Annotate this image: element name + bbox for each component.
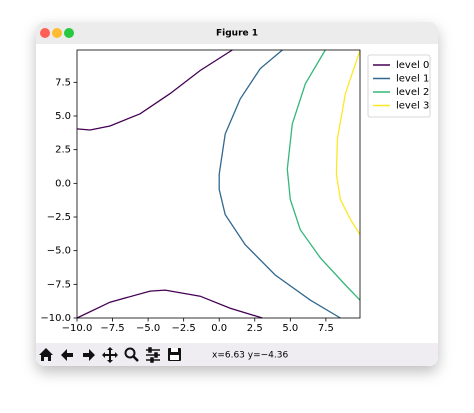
legend-label: level 1 — [396, 74, 429, 85]
zoom-tool-button[interactable] — [124, 347, 139, 362]
x-tick-label: −7.5 — [100, 323, 124, 334]
x-tick-label: 0.0 — [211, 323, 227, 334]
legend-label: level 0 — [396, 60, 429, 71]
y-tick-label: 2.5 — [55, 145, 71, 156]
x-tick-label: 2.5 — [247, 323, 263, 334]
x-tick-label: 5.0 — [282, 323, 298, 334]
save-button[interactable] — [168, 348, 181, 361]
y-tick-label: −10.0 — [40, 313, 71, 324]
y-tick-label: 5.0 — [55, 111, 71, 122]
y-tick-label: −7.5 — [47, 279, 71, 290]
y-tick-label: −2.5 — [47, 212, 71, 223]
y-tick-label: 7.5 — [55, 77, 71, 88]
cursor-status: x=6.63 y=−4.36 — [212, 351, 288, 361]
contour-line — [218, 49, 341, 319]
contour-line — [76, 49, 263, 319]
y-tick-label: −5.0 — [47, 246, 71, 257]
axes-frame — [76, 49, 361, 319]
back-button[interactable] — [61, 349, 73, 361]
x-tick-label: −5.0 — [136, 323, 160, 334]
x-tick-label: −10.0 — [62, 323, 93, 334]
x-tick-label: 7.5 — [318, 323, 334, 334]
toolbar-icons — [39, 347, 181, 363]
contour-line — [286, 49, 361, 301]
forward-button[interactable] — [83, 349, 95, 361]
window — [36, 22, 438, 366]
x-tick-label: −2.5 — [172, 323, 196, 334]
contour-line — [335, 50, 361, 235]
legend-label: level 3 — [396, 101, 429, 112]
legend-box — [367, 54, 431, 118]
minimize-button[interactable] — [52, 28, 62, 38]
zoom-button[interactable] — [64, 28, 74, 38]
y-tick-label: 0.0 — [55, 178, 71, 189]
configure-button[interactable] — [146, 347, 160, 363]
title-bar — [36, 22, 438, 44]
legend-label: level 2 — [396, 87, 429, 98]
pan-button[interactable] — [102, 347, 118, 363]
close-button[interactable] — [40, 28, 50, 38]
window-title: Figure 1 — [216, 29, 258, 39]
home-button[interactable] — [39, 348, 53, 361]
